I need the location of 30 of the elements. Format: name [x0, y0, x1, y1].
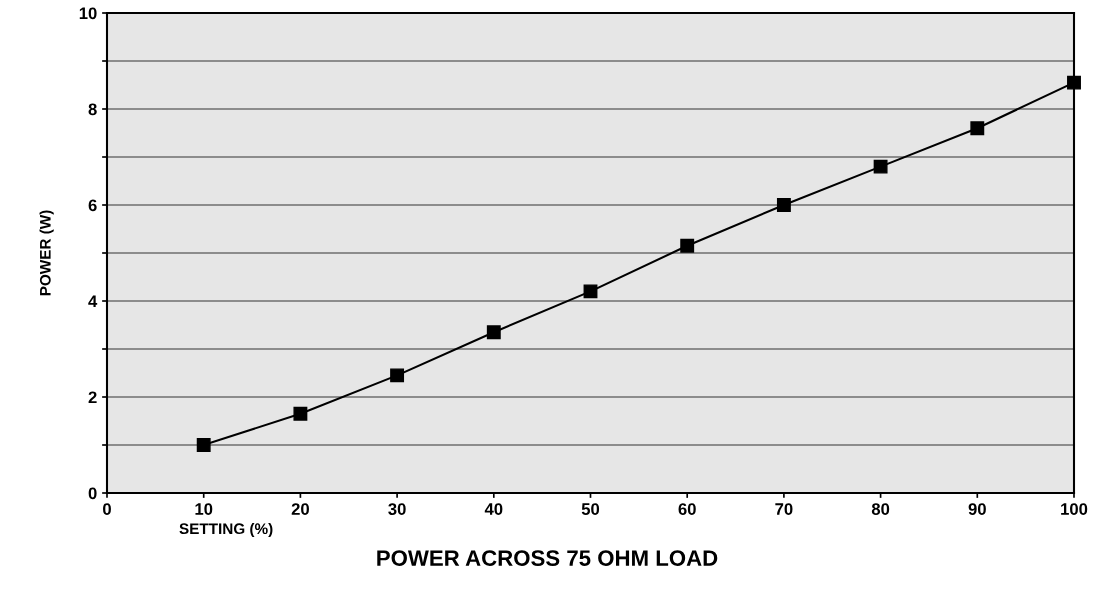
x-tick-label: 100: [1061, 503, 1088, 515]
point: [583, 284, 598, 299]
y-tick-label: 8: [88, 103, 97, 116]
point: [873, 159, 888, 174]
y-tick-label: 10: [79, 7, 97, 20]
point: [776, 198, 791, 212]
x-tick-label: 60: [678, 503, 696, 515]
x-tick-label: 40: [484, 503, 503, 515]
x-tick-label: 90: [968, 503, 986, 515]
y-tick-label: 2: [88, 391, 97, 404]
x-tick-label: 70: [775, 503, 793, 515]
y-tick-label: 4: [88, 295, 98, 308]
point: [680, 238, 695, 253]
x-tick-label: 80: [871, 503, 890, 515]
x-tick-label: 0: [103, 503, 111, 515]
point: [293, 406, 308, 421]
point: [196, 438, 211, 452]
point: [390, 368, 405, 383]
point: [1067, 75, 1081, 90]
x-tick-label: 50: [581, 503, 600, 515]
text: POWER ACROSS 75 OHM LOAD: [377, 550, 718, 566]
x-tick-label: 30: [388, 503, 406, 515]
y-axis-title: POWER (W): [39, 210, 54, 296]
x-tick-label: 20: [291, 503, 309, 515]
x-tick-label: 10: [195, 503, 213, 515]
y-tick-label: 0: [88, 487, 97, 500]
point: [970, 121, 985, 136]
y-tick-label: 6: [88, 199, 97, 212]
point: [486, 325, 501, 340]
x-axis-title: SETTING (%): [179, 522, 273, 538]
